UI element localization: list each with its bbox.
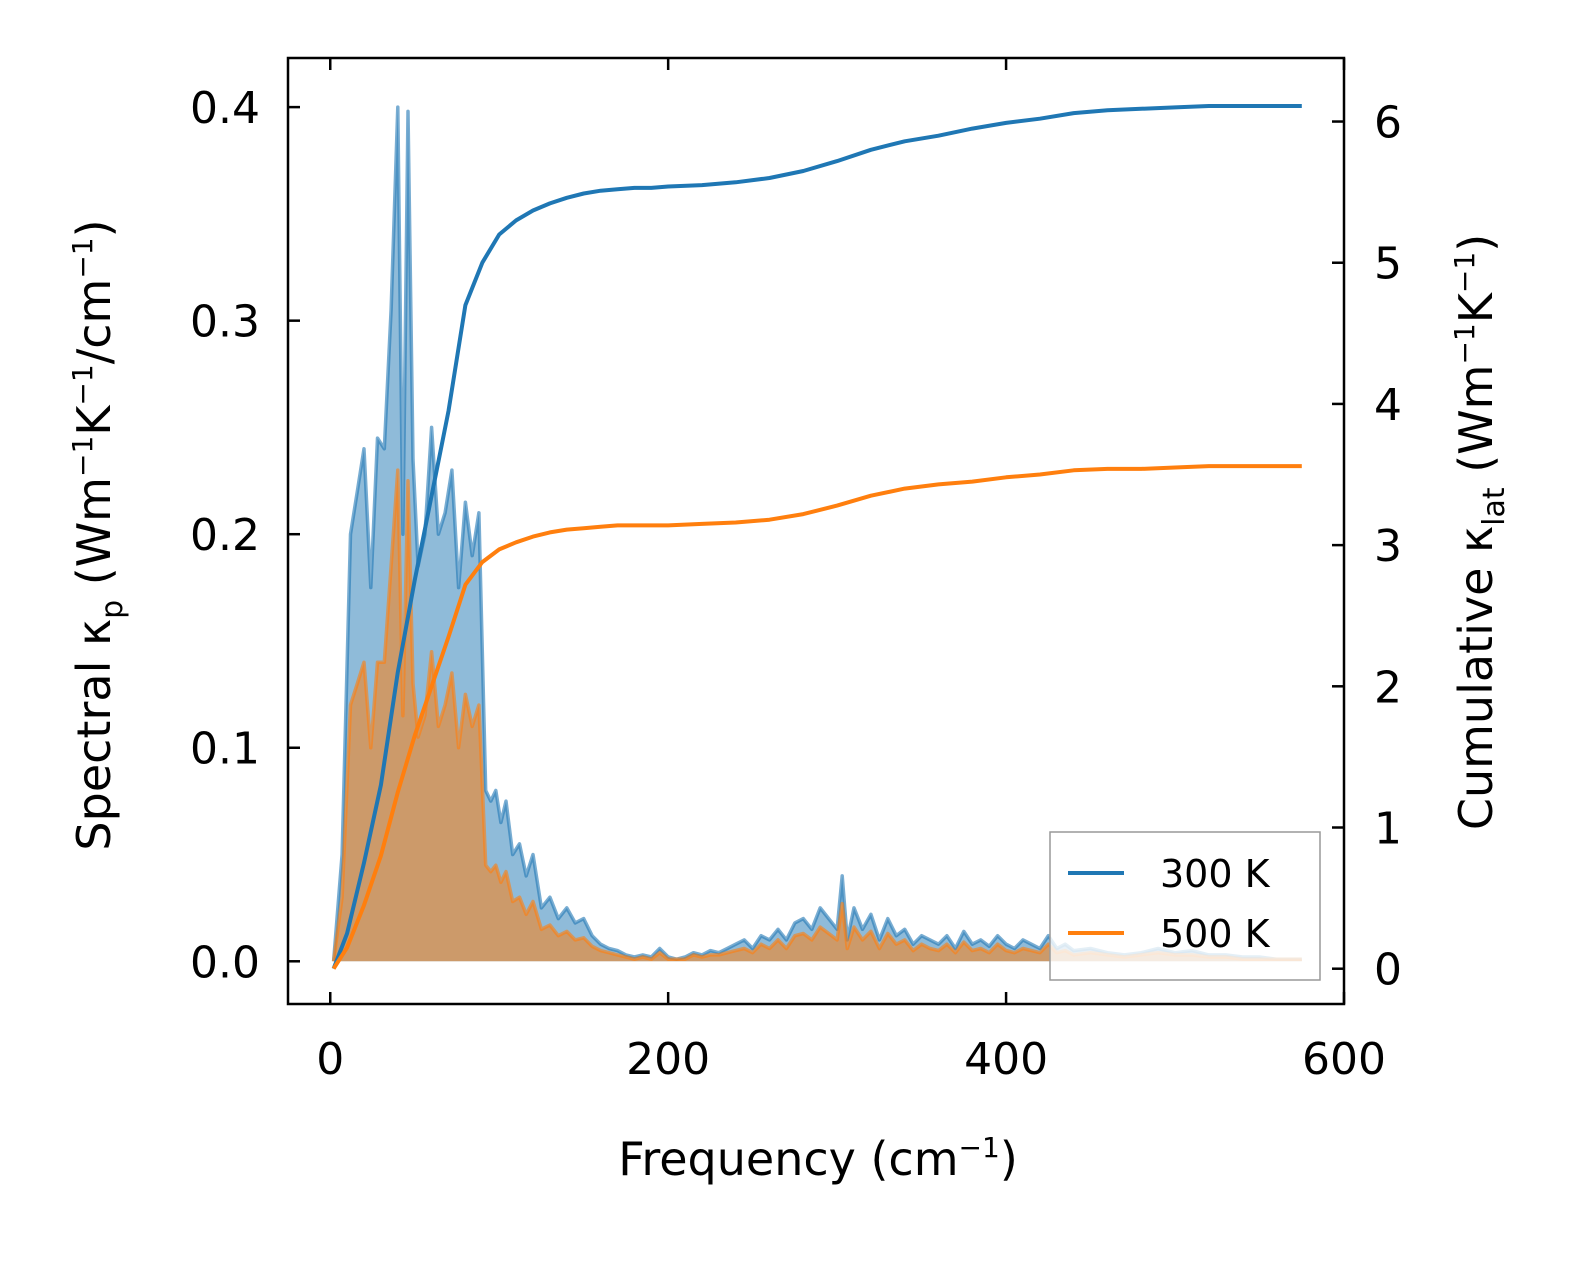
x-tick-label: 600 bbox=[1302, 1034, 1386, 1085]
y-right-tick-label: 4 bbox=[1374, 380, 1402, 431]
y-right-tick-label: 2 bbox=[1374, 662, 1402, 713]
spectral-line-300k bbox=[331, 105, 1302, 962]
axes: 0 200 400 600 0.0 0.1 0.2 0.3 0.4 0 1 2 3 4 5 6 bbox=[190, 56, 1402, 1085]
cumulative-line-500k bbox=[331, 464, 1302, 970]
x-tick-label: 0 bbox=[316, 1034, 344, 1085]
x-tick-label: 400 bbox=[964, 1034, 1048, 1085]
axes-frame bbox=[286, 56, 1346, 1006]
y-axis-left-title: Spectral κp (Wm−1K−1/cm−1) bbox=[66, 219, 130, 850]
y-right-tick-label: 6 bbox=[1374, 98, 1402, 149]
spectral-area-500k bbox=[333, 470, 1302, 962]
plot-area bbox=[331, 104, 1302, 970]
y-right-tick-label: 3 bbox=[1374, 521, 1402, 572]
y-right-tick-label: 0 bbox=[1374, 945, 1402, 996]
y-left-tick-label: 0.4 bbox=[190, 83, 260, 134]
x-axis-title: Frequency (cm−1) bbox=[618, 1131, 1018, 1186]
y-left-tick-label: 0.1 bbox=[190, 724, 260, 775]
cumulative-line-300k bbox=[331, 104, 1302, 970]
y-right-tick-label: 1 bbox=[1374, 804, 1402, 855]
legend-label-300k: 300 K bbox=[1160, 852, 1271, 896]
legend-frame bbox=[1049, 831, 1321, 981]
legend: 300 K 500 K bbox=[1049, 831, 1321, 981]
y-left-tick-label: 0.2 bbox=[190, 510, 260, 561]
spectral-line-500k bbox=[331, 468, 1302, 962]
y-left-tick-label: 0.0 bbox=[190, 937, 260, 988]
y-right-tick-label: 5 bbox=[1374, 239, 1402, 290]
x-tick-label: 200 bbox=[626, 1034, 710, 1085]
y-left-tick-label: 0.3 bbox=[190, 297, 260, 348]
legend-label-500k: 500 K bbox=[1160, 912, 1271, 956]
y-axis-right-title: Cumulative κlat (Wm−1K−1) bbox=[1448, 234, 1512, 830]
